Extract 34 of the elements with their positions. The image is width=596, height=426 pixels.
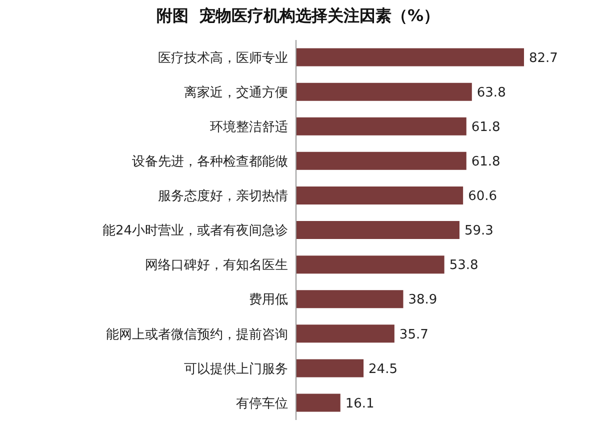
y-tick-label: 离家近，交通方便 <box>184 84 288 100</box>
bar <box>296 186 464 204</box>
data-label: 24.5 <box>368 362 398 377</box>
bar <box>296 221 460 240</box>
data-label: 16.1 <box>345 396 374 412</box>
data-label: 38.9 <box>408 292 438 308</box>
data-label: 60.6 <box>468 189 498 204</box>
y-tick-label: 可以提供上门服务 <box>184 360 288 377</box>
bar <box>296 394 340 412</box>
y-tick-label: 有停车位 <box>236 396 288 412</box>
data-label: 61.8 <box>471 154 500 170</box>
data-label: 35.7 <box>399 327 428 342</box>
bar <box>296 324 394 343</box>
y-tick-label: 医疗技术高，医师专业 <box>158 50 288 66</box>
y-tick-label: 能24小时营业，或者有夜间急诊 <box>102 222 288 239</box>
bar <box>296 48 524 66</box>
y-tick-label: 能网上或者微信预约，提前咨询 <box>106 327 288 342</box>
bar <box>296 359 364 378</box>
y-tick-label: 费用低 <box>249 292 288 308</box>
y-tick-label: 网络口碑好，有知名医生 <box>145 258 288 274</box>
bar <box>296 256 444 274</box>
data-label: 63.8 <box>476 85 506 100</box>
data-label: 82.7 <box>529 50 558 66</box>
data-label: 59.3 <box>464 224 494 239</box>
data-label: 61.8 <box>471 120 500 135</box>
y-tick-label: 环境整洁舒适 <box>210 118 288 135</box>
y-tick-label: 设备先进，各种检查都能做 <box>132 154 288 170</box>
bar <box>296 152 466 170</box>
bar <box>296 117 466 136</box>
data-label: 53.8 <box>449 258 478 274</box>
y-tick-label: 服务态度好，亲切热情 <box>158 188 288 204</box>
chart-title: 附图 宠物医疗机构选择关注因素（%） <box>155 6 441 27</box>
bar <box>296 290 404 308</box>
bar <box>296 82 472 101</box>
